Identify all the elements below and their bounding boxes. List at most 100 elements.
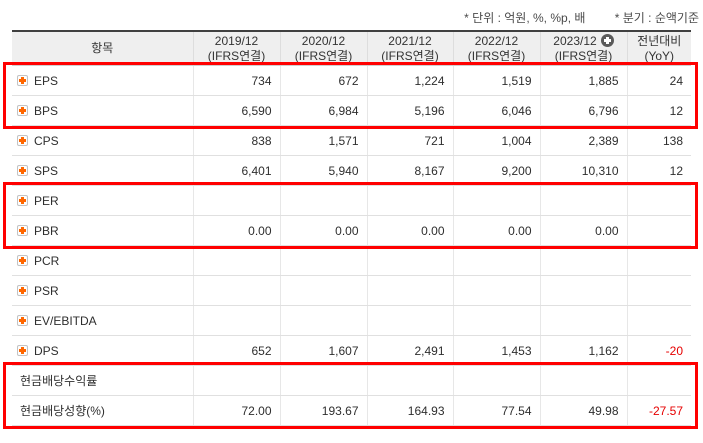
financial-table: 항목 2019/12 (IFRS연결) 2020/12 (IFRS연결) 2021/12(…: [12, 30, 691, 426]
row-label-cell: DPS: [12, 335, 193, 366]
header-row: 항목 2019/12 (IFRS연결) 2020/12 (IFRS연결) 2021/12(…: [12, 30, 691, 66]
cell-value: 12: [626, 155, 691, 186]
cell-value: [452, 305, 540, 336]
period-sublabel: (IFRS연결): [381, 48, 439, 63]
cell-value: [366, 185, 453, 216]
period-sublabel: (IFRS연결): [294, 48, 353, 63]
expand-icon[interactable]: [17, 165, 28, 177]
cell-value: 0.00: [192, 215, 280, 246]
cell-value: 672: [279, 65, 367, 96]
expand-icon[interactable]: [17, 105, 28, 117]
cell-value: 77.54: [452, 395, 540, 426]
cell-value: 12: [626, 95, 691, 126]
cell-value: [192, 275, 280, 306]
cell-value: 1,885: [539, 65, 627, 96]
row-label-cell: PSR: [12, 275, 193, 306]
cell-value: 8,167: [366, 155, 453, 186]
row-label: EPS: [34, 73, 59, 88]
row-label: BPS: [34, 103, 59, 118]
cell-value: 24: [626, 65, 691, 96]
cell-value: [626, 185, 691, 216]
table-row: CPS 838 1,571 721 1,004 2,389 138: [12, 125, 691, 156]
row-label-cell: CPS: [12, 125, 193, 156]
cell-value: -20: [626, 335, 691, 366]
cell-value: [279, 245, 367, 276]
expand-icon[interactable]: [17, 225, 28, 237]
table-row: 현금배당성향(%) 72.00 193.67 164.93 77.54 49.98 -27.…: [12, 395, 691, 426]
table-row: BPS 6,590 6,984 5,196 6,046 6,796 12: [12, 95, 691, 126]
row-label-cell: SPS: [12, 155, 193, 186]
cell-value: [626, 245, 691, 276]
table-row: PCR: [12, 245, 691, 276]
cell-value: [452, 365, 540, 396]
cell-value: 6,984: [279, 95, 367, 126]
expand-icon[interactable]: [17, 255, 28, 267]
row-label-cell: PBR: [12, 215, 193, 246]
cell-value: [192, 305, 280, 336]
cell-value: 72.00: [192, 395, 280, 426]
header-yoy: 전년대비 (YoY): [626, 30, 691, 66]
period-label: 2019/12: [214, 33, 259, 48]
cell-value: -27.57: [626, 395, 691, 426]
table-row: EV/EBITDA: [12, 305, 691, 336]
basis-note: * 분기 : 순액기준: [614, 11, 699, 25]
cell-value: 0.00: [279, 215, 367, 246]
row-label-cell: PCR: [12, 245, 193, 276]
expand-icon[interactable]: [17, 195, 28, 207]
cell-value: [626, 365, 691, 396]
row-label-cell: PER: [12, 185, 193, 216]
expand-icon[interactable]: [17, 285, 28, 297]
expand-icon[interactable]: [17, 75, 28, 87]
cell-value: [279, 305, 367, 336]
row-label: DPS: [34, 343, 59, 358]
expand-icon[interactable]: [17, 315, 28, 327]
cell-value: [366, 365, 453, 396]
table-row: PBR 0.00 0.00 0.00 0.00 0.00: [12, 215, 691, 246]
cell-value: 652: [192, 335, 280, 366]
cell-value: 6,046: [452, 95, 540, 126]
row-label: PER: [34, 193, 59, 208]
table-header: 항목 2019/12 (IFRS연결) 2020/12 (IFRS연결) 2021/12(…: [12, 30, 691, 66]
cell-value: [366, 305, 453, 336]
row-label: PSR: [34, 283, 59, 298]
cell-value: 0.00: [539, 215, 627, 246]
cell-value: [192, 365, 280, 396]
header-period-2019-12: 2019/12 (IFRS연결): [192, 30, 280, 66]
cell-value: [192, 185, 280, 216]
row-label: CPS: [34, 133, 59, 148]
cell-value: [539, 305, 627, 336]
cell-value: [192, 245, 280, 276]
cell-value: [452, 275, 540, 306]
cell-value: [452, 185, 540, 216]
cell-value: 6,590: [192, 95, 280, 126]
table-notes: * 단위 : 억원, %, %p, 배 * 분기 : 순액기준: [464, 9, 699, 26]
cell-value: [452, 245, 540, 276]
cell-value: 138: [626, 125, 691, 156]
cell-value: 9,200: [452, 155, 540, 186]
period-label: 2023/12: [553, 33, 597, 48]
row-label-cell: EPS: [12, 65, 193, 96]
add-column-icon[interactable]: [600, 33, 614, 47]
cell-value: 1,607: [279, 335, 367, 366]
row-label-cell: 현금배당수익률: [12, 365, 193, 396]
cell-value: 734: [192, 65, 280, 96]
period-label: 2022/12: [474, 33, 519, 48]
cell-value: [279, 275, 367, 306]
header-period-2022-12: 2022/12 (IFRS연결): [452, 30, 540, 66]
cell-value: [626, 275, 691, 306]
expand-icon[interactable]: [17, 135, 28, 147]
cell-value: 49.98: [539, 395, 627, 426]
table-row: EPS 734 672 1,224 1,519 1,885 24: [12, 65, 691, 96]
cell-value: [366, 275, 453, 306]
unit-note: * 단위 : 억원, %, %p, 배: [464, 11, 586, 25]
cell-value: [539, 185, 627, 216]
cell-value: 10,310: [539, 155, 627, 186]
row-label: PBR: [34, 223, 59, 238]
cell-value: 193.67: [279, 395, 367, 426]
cell-value: [279, 365, 367, 396]
cell-value: 2,491: [366, 335, 453, 366]
cell-value: [626, 305, 691, 336]
header-period-2021-12: 2021/12 (IFRS연결): [366, 30, 453, 66]
expand-icon[interactable]: [17, 345, 28, 357]
row-label: SPS: [34, 163, 59, 178]
